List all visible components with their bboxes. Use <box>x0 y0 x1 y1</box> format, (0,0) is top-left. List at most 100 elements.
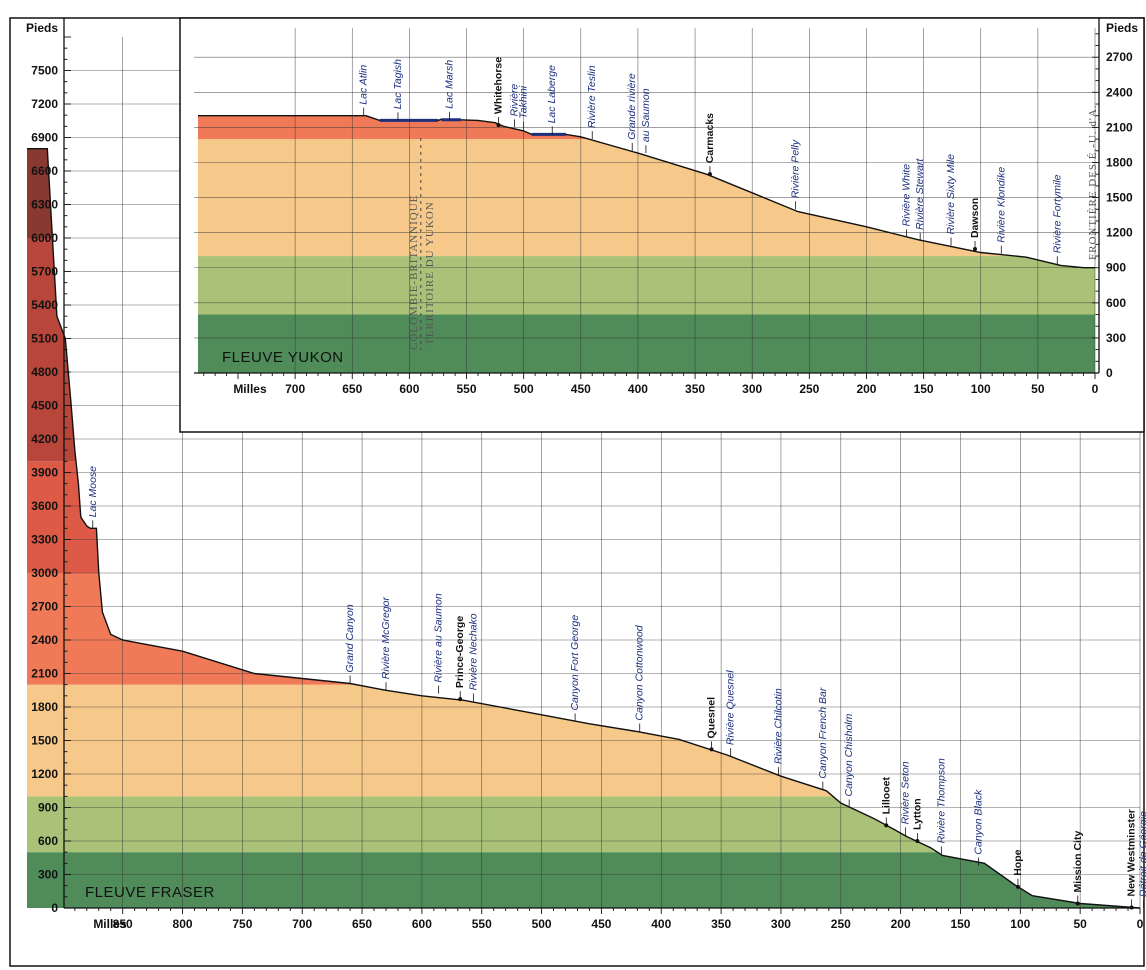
fraser-y-axis-label: Pieds <box>26 21 58 35</box>
yukon-x-tick-label: 50 <box>1031 382 1045 396</box>
svg-text:Mission City: Mission City <box>1072 831 1084 893</box>
fraser-label-town: Hope <box>1012 849 1024 889</box>
fraser-label-feature: Canyon French Bar <box>817 687 829 790</box>
fraser-label-feature: Rivière Quesnel <box>725 670 737 757</box>
svg-text:au Saumon: au Saumon <box>640 88 652 142</box>
yukon-y-tick-label: 2100 <box>1106 120 1133 134</box>
fraser-y-tick-label: 5400 <box>31 298 58 312</box>
fraser-y-tick-label: 7200 <box>31 97 58 111</box>
yukon-label-feature: Lac Marsh <box>443 60 455 120</box>
svg-text:Rivière Fortymile: Rivière Fortymile <box>1051 174 1063 253</box>
fraser-label-feature: Canyon Chisholm <box>843 713 855 808</box>
fraser-y-tick-label: 2100 <box>31 667 58 681</box>
yukon-y-tick-label: 0 <box>1106 366 1113 380</box>
yukon-x-tick-label: 150 <box>914 382 934 396</box>
svg-text:Lac Tagish: Lac Tagish <box>392 59 404 110</box>
yukon-label-feature: Rivière Klondike <box>995 167 1007 254</box>
yukon-label-feature: Grande rivière <box>626 73 638 151</box>
yukon-chart: 700 650 600 550 500 450 400 350 300 250 200 150 100 5… <box>179 17 1145 433</box>
fraser-band-0-500 <box>27 852 1140 908</box>
fraser-y-tick-label: 4500 <box>31 399 58 413</box>
fraser-y-tick-label: 1200 <box>31 767 58 781</box>
yukon-label-feature: Rivière Fortymile <box>1051 174 1063 265</box>
yukon-x-tick-label: 200 <box>856 382 876 396</box>
fraser-label-feature: Rivière au Saumon <box>433 593 445 694</box>
yukon-x-tick-label: 550 <box>457 382 477 396</box>
fraser-y-tick-label: 0 <box>51 901 58 915</box>
yukon-label-town: Carmacks <box>704 113 716 177</box>
fraser-label-feature: Rivière Thompson <box>935 758 947 855</box>
svg-text:Rivière White: Rivière White <box>900 164 912 227</box>
svg-text:Lac Atlin: Lac Atlin <box>358 65 370 105</box>
svg-text:Rivière Chilcotin: Rivière Chilcotin <box>773 688 785 764</box>
yukon-y-tick-label: 1200 <box>1106 226 1133 240</box>
svg-text:Dawson: Dawson <box>969 198 981 238</box>
yukon-label-feature: Lac Laberge <box>546 65 558 135</box>
svg-text:New Westminster: New Westminster <box>1126 809 1138 896</box>
svg-text:Rivière Teslin: Rivière Teslin <box>586 65 598 128</box>
fraser-x-tick-label: 350 <box>711 917 731 931</box>
yukon-x-tick-label: 500 <box>514 382 534 396</box>
yukon-y-tick-label: 2700 <box>1106 50 1133 64</box>
fraser-y-tick-label: 2400 <box>31 633 58 647</box>
svg-text:Rivière McGregor: Rivière McGregor <box>380 596 392 679</box>
yukon-label-feature: Rivière <box>509 84 521 128</box>
yukon-label-feature: Lac Tagish <box>392 59 404 121</box>
yukon-label-feature: Takhini <box>518 85 530 130</box>
yukon-y-tick-label: 900 <box>1106 261 1126 275</box>
fraser-x-tick-label: 800 <box>173 917 193 931</box>
svg-text:Rivière Quesnel: Rivière Quesnel <box>725 670 737 745</box>
svg-text:Rivière Sixty Mile: Rivière Sixty Mile <box>945 154 957 235</box>
yukon-label-town: Dawson <box>969 198 981 252</box>
yukon-x-tick-label: 350 <box>685 382 705 396</box>
fraser-x-tick-label: 150 <box>950 917 970 931</box>
fraser-y-tick-label: 6600 <box>31 164 58 178</box>
fraser-y-tick-label: 5100 <box>31 332 58 346</box>
svg-text:Rivière Klondike: Rivière Klondike <box>995 167 1007 243</box>
fraser-y-tick-label: 6900 <box>31 131 58 145</box>
svg-text:Canyon Chisholm: Canyon Chisholm <box>843 713 855 796</box>
fraser-y-tick-label: 6000 <box>31 231 58 245</box>
fraser-label-feature: Lac Moose <box>87 466 99 529</box>
fraser-label-feature: Rivière Chilcotin <box>773 688 785 776</box>
fraser-y-tick-label: 3600 <box>31 499 58 513</box>
border-label-bc: COLOMBIE-BRITANNIQUE <box>408 195 420 350</box>
svg-text:Canyon Cottonwood: Canyon Cottonwood <box>634 624 646 720</box>
yukon-y-tick-label: 600 <box>1106 296 1126 310</box>
fraser-label-town: Lytton <box>911 798 923 843</box>
fraser-label-town: Mission City <box>1072 831 1084 906</box>
yukon-band-500-1000 <box>198 256 1095 315</box>
yukon-title: FLEUVE YUKON <box>222 349 344 366</box>
fraser-x-tick-label: 550 <box>472 917 492 931</box>
fraser-y-tick-label: 5700 <box>31 265 58 279</box>
yukon-x-tick-label: 0 <box>1092 382 1099 396</box>
svg-text:Rivière Pelly: Rivière Pelly <box>790 139 802 198</box>
fraser-x-axis-label: Milles <box>93 917 127 931</box>
svg-text:Canyon Fort George: Canyon Fort George <box>569 615 581 711</box>
fraser-x-tick-label: 500 <box>532 917 552 931</box>
fraser-label-feature: Détroit de Géorgie <box>1138 811 1146 908</box>
yukon-x-tick-label: 300 <box>742 382 762 396</box>
yukon-label-town: Whitehorse <box>493 57 505 128</box>
svg-text:Rivière Stewart: Rivière Stewart <box>914 158 926 230</box>
yukon-x-tick-label: 250 <box>799 382 819 396</box>
yukon-label-feature: Lac Atlin <box>358 65 370 116</box>
yukon-label-feature: Rivière Pelly <box>790 139 802 210</box>
fraser-y-tick-label: 4800 <box>31 365 58 379</box>
fraser-x-tick-label: 850 <box>113 917 133 931</box>
svg-text:Quesnel: Quesnel <box>706 697 718 739</box>
yukon-x-tick-label: 700 <box>285 382 305 396</box>
yukon-x-tick-label: 400 <box>628 382 648 396</box>
svg-text:Canyon French Bar: Canyon French Bar <box>817 687 829 779</box>
yukon-y-tick-label: 2400 <box>1106 85 1133 99</box>
yukon-label-feature: Rivière Sixty Mile <box>945 154 957 246</box>
svg-text:Canyon Black: Canyon Black <box>972 789 984 855</box>
fraser-y-tick-label: 300 <box>38 868 58 882</box>
fraser-y-tick-label: 4200 <box>31 432 58 446</box>
fraser-x-tick-label: 650 <box>352 917 372 931</box>
svg-text:Lac Laberge: Lac Laberge <box>546 65 558 124</box>
fraser-label-feature: Rivière Nechako <box>467 613 479 702</box>
svg-text:Rivière Thompson: Rivière Thompson <box>935 758 947 843</box>
yukon-x-tick-label: 450 <box>571 382 591 396</box>
svg-text:Lytton: Lytton <box>911 798 923 830</box>
